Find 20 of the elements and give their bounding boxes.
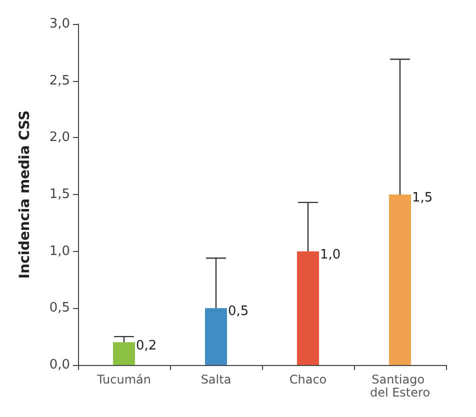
y-axis-title: Incidencia media CSS xyxy=(17,110,33,279)
bar xyxy=(297,251,319,365)
y-tick-label: 1,0 xyxy=(49,244,70,259)
x-tick-label: Salta xyxy=(200,372,232,386)
bar xyxy=(389,194,411,365)
y-tick-label: 3,0 xyxy=(49,16,70,32)
x-tick-label: Chaco xyxy=(289,372,327,386)
bar xyxy=(205,308,227,365)
y-tick-label: 1,5 xyxy=(49,187,70,202)
y-tick-label: 0,5 xyxy=(49,300,70,316)
x-tick-label: Tucumán xyxy=(96,372,151,386)
x-tick-label: Santiago del Estero xyxy=(370,372,430,400)
data-label: 0,5 xyxy=(228,304,249,320)
data-label: 1,0 xyxy=(320,247,341,262)
bar xyxy=(113,342,135,365)
data-label: 1,5 xyxy=(412,190,433,206)
y-tick-label: 2,5 xyxy=(49,73,70,88)
data-label: 0,2 xyxy=(136,338,157,354)
y-tick-label: 2,0 xyxy=(49,130,70,146)
y-tick-label: 0,0 xyxy=(49,358,70,372)
